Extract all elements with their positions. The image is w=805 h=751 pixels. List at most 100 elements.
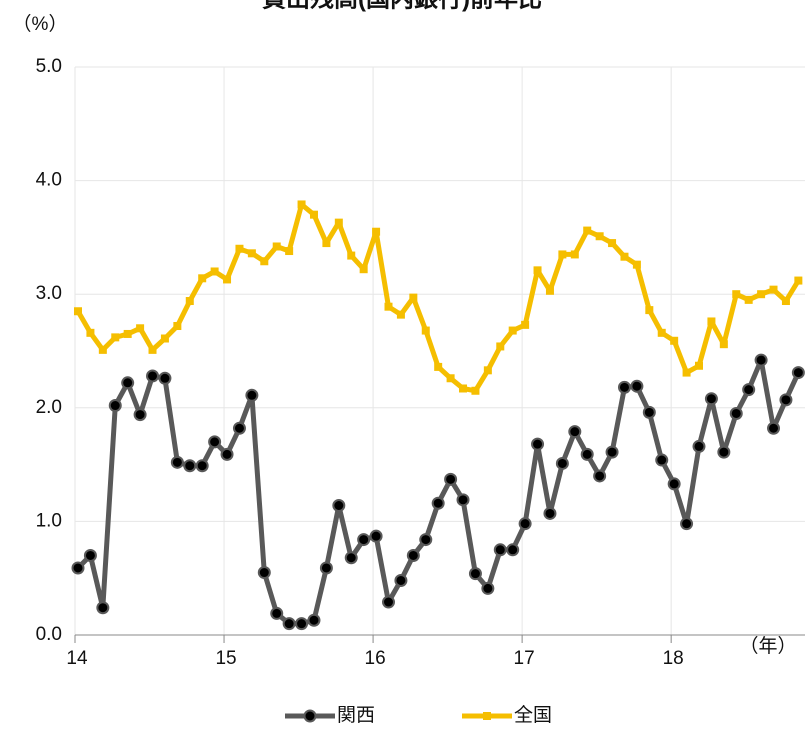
point bbox=[332, 498, 346, 512]
point bbox=[235, 244, 244, 253]
legend-marker bbox=[483, 712, 491, 720]
point bbox=[769, 285, 778, 294]
point bbox=[531, 437, 545, 451]
point bbox=[183, 459, 197, 473]
point bbox=[282, 617, 296, 631]
point bbox=[295, 617, 309, 631]
point bbox=[133, 408, 147, 422]
point bbox=[232, 421, 246, 435]
point bbox=[707, 317, 716, 326]
point bbox=[148, 345, 157, 354]
point bbox=[297, 200, 306, 209]
y-tick-label: 5.0 bbox=[36, 56, 62, 77]
legend-marker bbox=[303, 709, 317, 723]
legend-label: 関西 bbox=[337, 705, 375, 726]
point bbox=[372, 227, 381, 236]
point bbox=[645, 306, 654, 315]
point bbox=[533, 266, 542, 275]
x-tick-label: 15 bbox=[215, 648, 236, 669]
point bbox=[409, 293, 418, 302]
point bbox=[583, 226, 592, 235]
point bbox=[446, 374, 455, 383]
point bbox=[334, 218, 343, 227]
point bbox=[742, 383, 756, 397]
x-tick-label: 17 bbox=[514, 648, 535, 669]
point bbox=[521, 320, 530, 329]
point bbox=[185, 297, 194, 306]
point bbox=[593, 469, 607, 483]
point bbox=[459, 384, 468, 393]
point bbox=[208, 435, 222, 449]
series bbox=[71, 353, 805, 631]
point bbox=[384, 302, 393, 311]
point bbox=[223, 275, 232, 284]
point bbox=[543, 506, 557, 520]
point bbox=[96, 601, 110, 615]
point bbox=[518, 517, 532, 531]
point bbox=[359, 265, 368, 274]
point bbox=[483, 366, 492, 375]
point bbox=[595, 232, 604, 241]
x-axis-label: （年） bbox=[739, 635, 796, 657]
point bbox=[195, 459, 209, 473]
series bbox=[74, 200, 803, 395]
point bbox=[632, 260, 641, 269]
point bbox=[247, 249, 256, 258]
point bbox=[779, 393, 793, 407]
point bbox=[270, 606, 284, 620]
y-axis-label: （%） bbox=[13, 13, 68, 35]
point bbox=[704, 392, 718, 406]
point bbox=[369, 529, 383, 543]
point bbox=[431, 496, 445, 510]
y-tick-label: 4.0 bbox=[36, 170, 62, 191]
point bbox=[471, 386, 480, 395]
point bbox=[210, 267, 219, 276]
point bbox=[160, 334, 169, 343]
point bbox=[347, 251, 356, 260]
point bbox=[158, 371, 172, 385]
point bbox=[670, 336, 679, 345]
point bbox=[570, 250, 579, 259]
x-tick-label: 18 bbox=[663, 648, 684, 669]
point bbox=[717, 445, 731, 459]
point bbox=[419, 533, 433, 547]
point bbox=[555, 456, 569, 470]
point bbox=[86, 328, 95, 337]
point bbox=[421, 326, 430, 335]
x-tick-label: 16 bbox=[365, 648, 386, 669]
legend-label: 全国 bbox=[514, 704, 552, 726]
point bbox=[695, 361, 703, 370]
point bbox=[757, 290, 766, 299]
point bbox=[111, 333, 120, 342]
point bbox=[309, 210, 318, 219]
y-tick-label: 0.0 bbox=[36, 624, 62, 645]
point bbox=[136, 324, 145, 333]
point bbox=[71, 561, 85, 575]
point bbox=[74, 307, 82, 316]
point bbox=[98, 345, 107, 354]
point bbox=[307, 613, 321, 627]
point bbox=[481, 581, 495, 595]
point bbox=[506, 543, 520, 557]
point bbox=[260, 257, 269, 266]
point bbox=[605, 445, 619, 459]
point bbox=[754, 353, 768, 367]
point bbox=[692, 439, 706, 453]
y-tick-label: 1.0 bbox=[36, 510, 62, 531]
point bbox=[617, 380, 631, 394]
point bbox=[732, 290, 741, 299]
point bbox=[434, 362, 443, 371]
point bbox=[568, 425, 582, 439]
point bbox=[396, 310, 405, 319]
y-tick-label: 3.0 bbox=[36, 283, 62, 304]
point bbox=[620, 252, 629, 261]
point bbox=[496, 342, 505, 351]
point bbox=[173, 322, 182, 331]
point bbox=[382, 595, 395, 609]
chart-title: 貸出残高(国内銀行)前年比 bbox=[262, 0, 542, 12]
point bbox=[456, 493, 470, 507]
point bbox=[667, 477, 681, 491]
point bbox=[220, 447, 234, 461]
point bbox=[468, 567, 482, 581]
